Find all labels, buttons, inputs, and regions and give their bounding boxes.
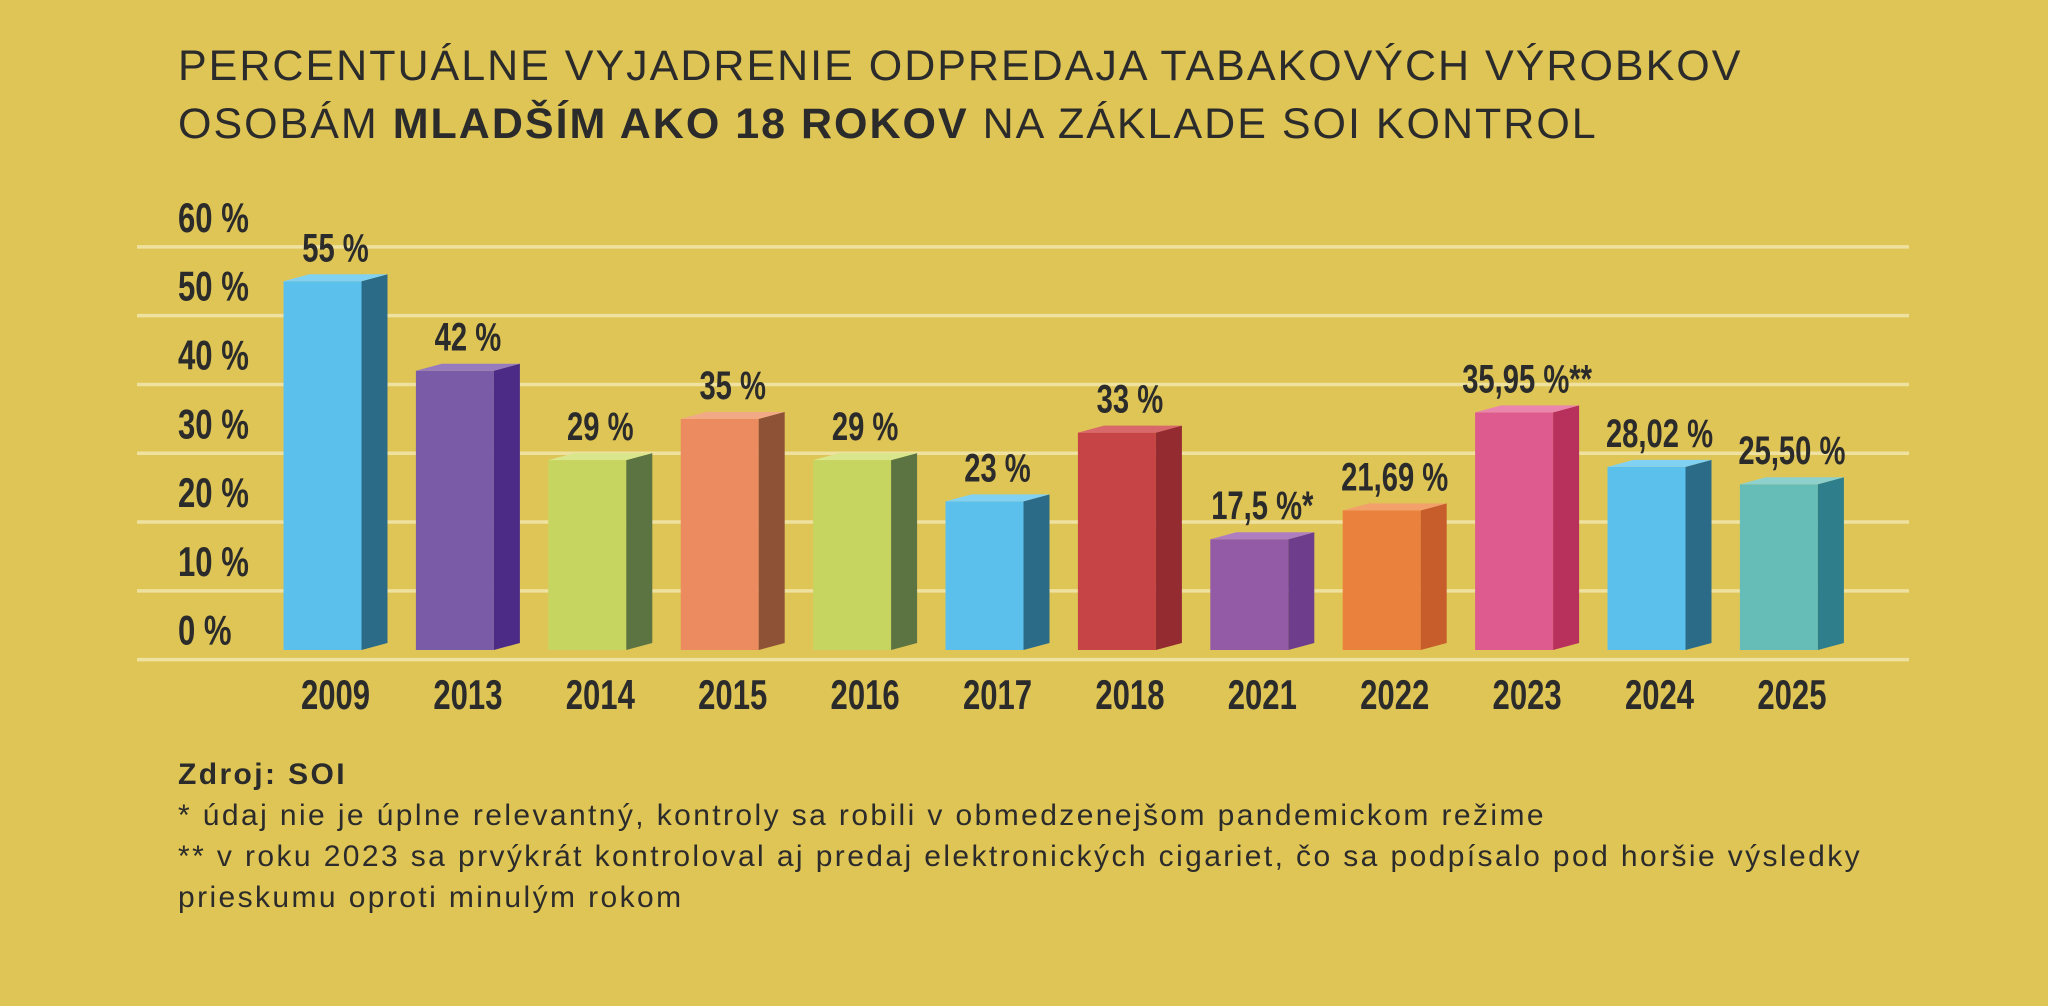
bar-side [1553,405,1580,650]
x-tick-label: 2017 [963,671,1032,718]
y-axis-labels: 0 % 10 % 20 % 30 % 40 % 50 % 60 % [178,194,249,653]
footnote-2-line-2: prieskumu oproti minulým rokom [178,881,684,914]
x-tick-label: 2014 [566,671,636,718]
bar-front [1210,539,1289,650]
y-tick-label: 30 % [178,401,249,448]
footnote-1: * údaj nie je úplne relevantný, kontroly… [178,799,1546,832]
bar-top [945,494,1050,502]
x-tick-label: 2025 [1757,671,1826,718]
bar-front [813,460,892,650]
title-text-before: OSOBÁM [178,100,379,148]
data-label: 28,02 % [1606,411,1713,456]
source-note: Zdroj: SOI [178,758,347,791]
title-emphasis: MLADŠÍM AKO 18 ROKOV [392,100,969,148]
bar-front [1475,412,1554,650]
bar: 33 % 2018 [1077,377,1182,718]
x-tick-label: 2016 [831,671,900,718]
bar-top [1739,477,1844,485]
y-tick-label: 40 % [178,332,249,379]
chart-title-line-1: PERCENTUÁLNE VYJADRENIE ODPREDAJA TABAKO… [178,42,1743,90]
bar: 29 % 2016 [813,405,918,718]
bar-front [1739,484,1818,650]
x-tick-label: 2023 [1493,671,1562,718]
data-label: 23 % [964,446,1031,491]
bar-front [1607,466,1686,650]
data-label: 17,5 %* [1211,484,1314,529]
data-label: 35 % [699,363,766,408]
bar-top [1607,459,1712,467]
chart-title: PERCENTUÁLNE VYJADRENIE ODPREDAJA TABAKO… [178,37,1742,153]
bar: 42 % 2013 [415,315,520,718]
x-tick-label: 2024 [1625,671,1695,718]
bar: 35,95 %** 2023 [1462,357,1592,718]
bar-side [361,274,388,650]
x-tick-label: 2018 [1095,671,1164,718]
bar: 21,69 % 2022 [1341,455,1448,718]
bar: 23 % 2017 [945,446,1050,718]
bar-front [1342,510,1421,650]
bars: 55 % 2009 42 % 2013 29 % 2014 35 % 2015 29 % 2016… [283,226,1845,718]
x-tick-label: 2021 [1228,671,1297,718]
data-label: 29 % [832,405,899,450]
bar: 35 % 2015 [680,363,785,718]
bar-side [758,411,785,650]
bar-top [283,274,388,282]
x-tick-label: 2022 [1360,671,1429,718]
chart-footer: Zdroj: SOI * údaj nie je úplne relevantn… [178,754,1862,918]
data-label: 29 % [567,405,634,450]
bar: 55 % 2009 [283,226,388,718]
x-tick-label: 2015 [698,671,767,718]
y-tick-label: 0 % [178,607,232,654]
bar-top [1210,532,1315,540]
chart-title-line-2: OSOBÁM MLADŠÍM AKO 18 ROKOV NA ZÁKLADE S… [178,95,1742,153]
data-label: 42 % [435,315,502,360]
bar-side [1420,503,1447,650]
bar-side [626,453,653,650]
x-tick-label: 2009 [301,671,370,718]
y-tick-label: 20 % [178,470,249,517]
data-label: 55 % [302,226,369,271]
bar-top [813,453,918,461]
y-tick-label: 50 % [178,263,249,310]
data-label: 25,50 % [1738,429,1845,474]
y-tick-label: 60 % [178,194,249,241]
data-label: 21,69 % [1341,455,1448,500]
bar-front [1077,432,1156,650]
bar-top [415,363,520,371]
bar-side [891,453,918,650]
bar-front [548,460,627,650]
bar-top [1077,425,1182,433]
bar: 29 % 2014 [548,405,653,718]
bar-side [1023,494,1050,650]
bar-side [1288,532,1315,650]
footnote-2-line-1: ** v roku 2023 sa prvýkrát kontroloval a… [178,840,1862,873]
data-label: 33 % [1097,377,1164,422]
title-text-after: NA ZÁKLADE SOI KONTROL [982,100,1598,148]
bar-side [1685,459,1712,650]
data-label: 35,95 %** [1462,357,1592,402]
bar-front [415,370,494,650]
bar-top [548,453,653,461]
bar: 17,5 %* 2021 [1210,484,1315,718]
x-tick-label: 2013 [433,671,502,718]
bar-top [1342,503,1447,511]
bar-top [680,411,785,419]
bar-front [945,501,1024,650]
bar-top [1475,405,1580,413]
bar-side [493,363,520,650]
bar-front [680,418,759,650]
bar-side [1817,477,1844,650]
bar-side [1155,425,1182,650]
bar: 25,50 % 2025 [1738,429,1845,718]
bar: 28,02 % 2024 [1606,411,1713,718]
bar-front [283,281,362,650]
y-tick-label: 10 % [178,538,249,585]
